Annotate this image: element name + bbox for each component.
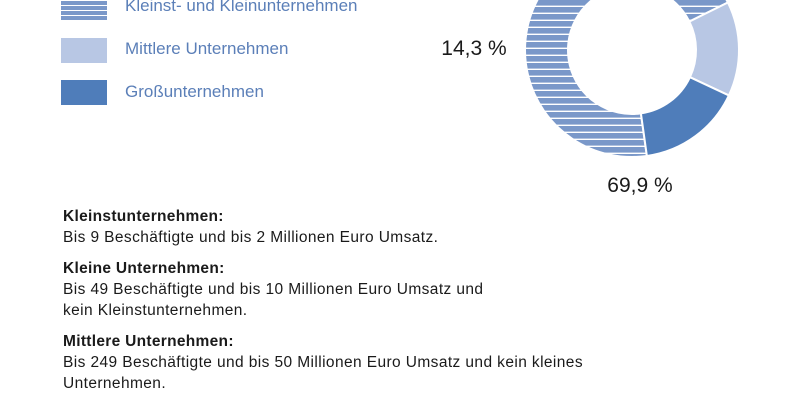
data-label-mittlere-unternehmen: 14,3 % [441, 37, 506, 60]
legend-swatch-gross [61, 80, 107, 105]
definition-title: Mittlere Unternehmen: [63, 333, 234, 350]
legend-label-kleinunternehmen: Kleinst- und Kleinunternehmen [125, 0, 358, 15]
legend-label-mittlere: Mittlere Unternehmen [125, 39, 289, 58]
slice-gro-unternehmen [639, 75, 731, 158]
definition-kleinst: Kleinstunternehmen: Bis 9 Beschäftigte u… [63, 206, 703, 248]
definition-kleine: Kleine Unternehmen: Bis 49 Beschäftigte … [63, 258, 703, 321]
definition-line: Bis 249 Beschäftigte und bis 50 Millione… [63, 354, 583, 371]
definition-line: Bis 9 Beschäftigte und bis 2 Millionen E… [63, 229, 439, 246]
definition-line: Unternehmen. [63, 375, 167, 392]
legend-swatch-kleinunternehmen [61, 0, 107, 21]
definition-line: Bis 49 Beschäftigte und bis 10 Millionen… [63, 281, 484, 298]
donut-slices [524, 0, 740, 158]
slice-kleinst-und-kleinunternehmen [524, 0, 730, 158]
definition-mittlere: Mittlere Unternehmen: Bis 249 Beschäftig… [63, 331, 703, 394]
definitions: Kleinstunternehmen: Bis 9 Beschäftigte u… [63, 206, 703, 404]
donut-labels: 69,9 % 14,3 % [441, 37, 672, 197]
definition-title: Kleinstunternehmen: [63, 208, 224, 225]
data-label-kleinst-und-kleinunternehmen: 69,9 % [607, 174, 672, 197]
definition-line: kein Kleinstunternehmen. [63, 302, 248, 319]
legend-swatch-mittlere [61, 38, 107, 63]
definition-title: Kleine Unternehmen: [63, 260, 225, 277]
legend-label-gross: Großunternehmen [125, 82, 264, 101]
